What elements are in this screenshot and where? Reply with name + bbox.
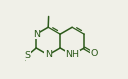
Text: O: O: [90, 49, 98, 58]
Text: N: N: [45, 50, 52, 59]
Text: N: N: [33, 30, 40, 39]
Text: S: S: [25, 51, 31, 60]
Text: NH: NH: [65, 50, 79, 59]
